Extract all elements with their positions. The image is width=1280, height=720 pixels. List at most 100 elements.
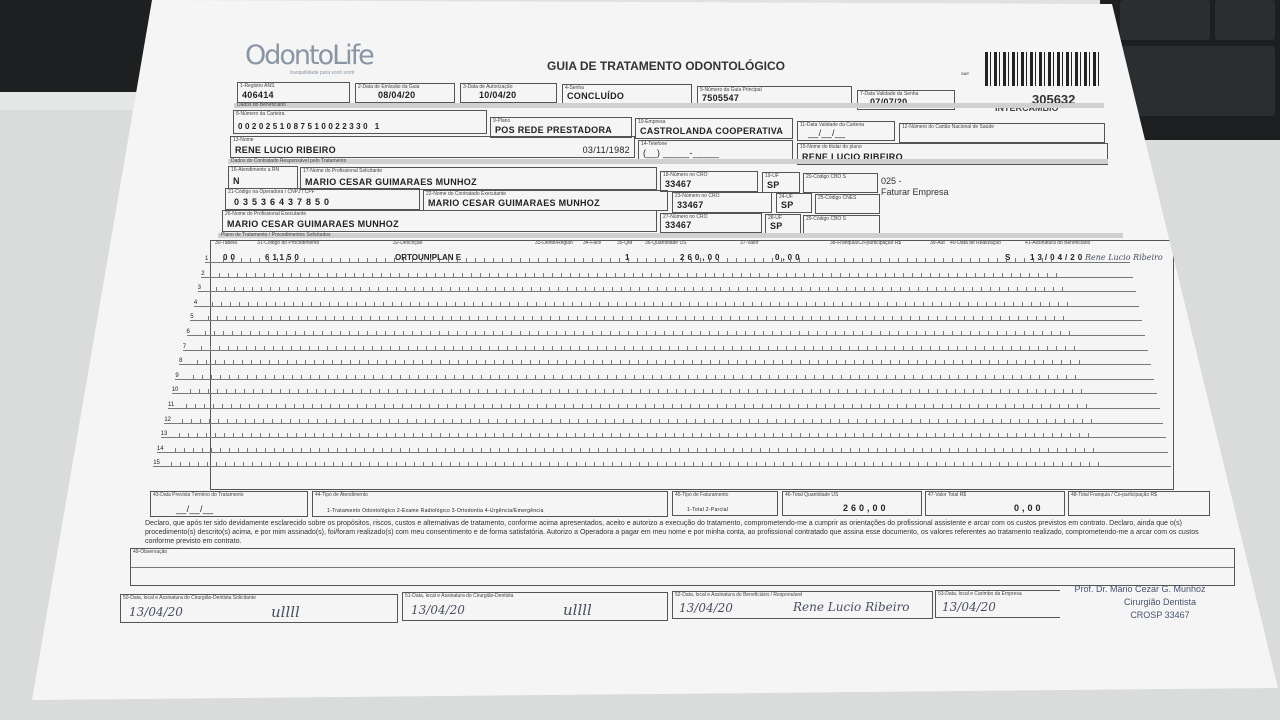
row-number: 10 <box>171 387 179 394</box>
field-requesting-professional: 17-Nome do Profissional Solicitante MARIO… <box>300 167 657 190</box>
row-number: 9 <box>175 372 179 379</box>
field-plan: 9-Plano POS REDE PRESTADORA <box>490 117 632 138</box>
table-row[interactable]: 9 <box>175 367 1154 380</box>
odontolife-logo: OdontoLife <box>245 40 375 71</box>
cell-procedure-code: 61150 <box>265 253 302 262</box>
field-password-validity: 7-Data Validade da Senha 07/07/20 <box>857 90 955 110</box>
column-header: 31-Código do Procedimento <box>257 240 320 246</box>
signature-requesting-dentist: 50-Data, local e Assinatura do Cirurgião… <box>120 594 398 623</box>
cell-dividers <box>171 462 1102 467</box>
table-row[interactable]: 3 <box>197 279 1136 293</box>
field-total-value: 47-Valor Total R$ 0,00 <box>925 491 1065 516</box>
row-number: 2 <box>201 270 205 277</box>
cell-us-quantity: 260,00 <box>680 253 722 262</box>
field-end-date: 43-Data Prevista Término do Tratamento __… <box>150 491 308 517</box>
barcode-code: SAP <box>961 71 970 76</box>
cell-dividers <box>223 258 1060 262</box>
column-header: 30-Tabela <box>215 240 237 246</box>
field-password: 4-Senha CONCLUÍDO <box>562 84 692 104</box>
keyboard-left <box>0 0 160 92</box>
cell-aut: S <box>1005 253 1010 262</box>
table-row[interactable]: 8 <box>179 352 1151 366</box>
row-number: 6 <box>186 329 190 335</box>
field-ans-registry: 1-Registro ANS 406414 <box>237 82 350 103</box>
cell-description: ORTOUNIPLAN E <box>395 253 461 262</box>
signature-beneficiary: 52-Data, local e Assinatura do Beneficiá… <box>672 591 933 619</box>
table-row[interactable]: 7 <box>182 338 1148 351</box>
field-total-copay: 48-Total Franquia / Co-participação R$ <box>1068 491 1210 516</box>
column-header: 32-Descrição <box>393 240 423 246</box>
column-header: 39-Aut <box>930 240 945 246</box>
row-number: 1 <box>205 256 209 262</box>
section-beneficiary: Dados do Beneficiário <box>234 102 1104 108</box>
row-number: 14 <box>156 445 164 452</box>
table-row[interactable]: 4 <box>193 294 1139 307</box>
row-number: 15 <box>153 460 160 467</box>
cell-dividers <box>178 433 1096 438</box>
field-operator-code: 21-Código na Operadora / CNPJ / CPF 03536… <box>225 188 420 210</box>
field-card-number: 8-Número da Carteira 0020251087510022330 … <box>233 110 487 134</box>
field-cro-2: 23-Número no CRO 33467 <box>672 192 772 213</box>
cell-dividers <box>193 374 1084 379</box>
cell-dividers <box>204 331 1075 335</box>
section-treatment-plan: Plano de Tratamento / Procedimentos Soli… <box>218 232 1123 238</box>
column-header: 34-Face <box>583 240 602 246</box>
field-issue-date: 2-Data de Emissão da Guia 08/04/20 <box>355 83 455 103</box>
field-uf-1: 19-UF SP <box>762 172 800 193</box>
column-header: 37-Valor <box>740 240 759 246</box>
field-cnes: 25-Código CNES <box>815 194 880 214</box>
field-card-validity: 11-Data Validade da Carteira __/__/__ <box>797 121 895 141</box>
cell-dividers <box>182 418 1093 423</box>
cell-dividers <box>211 301 1069 306</box>
cell-dividers <box>174 447 1099 452</box>
field-executing-contractor: 22-Nome do Contratado Executante MARIO CE… <box>423 190 668 211</box>
cell-table: 00 <box>223 253 238 262</box>
field-cro-3: 27-Número no CRO 33467 <box>660 213 762 233</box>
row-number: 3 <box>197 285 201 292</box>
barcode <box>985 52 1100 86</box>
billing-note-code: 025 - <box>881 176 902 186</box>
keyboard-right <box>1100 0 1280 140</box>
page-title: GUIA DE TRATAMENTO ODONTOLÓGICO <box>547 59 785 73</box>
table-row[interactable]: 5 <box>190 308 1142 322</box>
table-row[interactable]: 6 <box>186 323 1145 336</box>
table-row[interactable]: 14 <box>156 440 1169 453</box>
column-header: 36-Quantidade US <box>645 240 687 246</box>
cell-dividers <box>208 316 1072 321</box>
field-uf-2: 24-UF SP <box>776 193 812 213</box>
table-row[interactable]: 10 <box>171 381 1157 395</box>
row-number: 5 <box>190 314 194 321</box>
cell-date: 13/04/20 <box>1030 253 1085 262</box>
section-contractor: Dados do Contratado Responsável pelo Tra… <box>228 158 1108 164</box>
table-row[interactable]: 2 <box>201 265 1133 278</box>
field-care-type: 44-Tipo de Atendimento 1-Tratamento Odont… <box>312 491 668 517</box>
cell-value: 0,00 <box>775 253 803 262</box>
field-rn: 16-Atendimento a RN N <box>228 166 298 189</box>
field-uf-3: 28-UF SP <box>765 214 801 234</box>
column-header: 41-Assinatura do Beneficiário <box>1025 240 1091 246</box>
table-row[interactable]: 15 <box>153 454 1172 468</box>
row-number: 7 <box>182 343 187 350</box>
signature-dentist: 51-Data, local e Assinatura do Cirurgião… <box>402 592 668 621</box>
row-number: 12 <box>164 416 171 423</box>
field-name: 13-Nome RENE LUCIO RIBEIRO 03/11/1982 <box>230 136 635 158</box>
column-header: 35-Qtd <box>617 240 633 246</box>
cell-dividers <box>186 404 1090 408</box>
cell-qty: 1 <box>625 253 629 262</box>
table-row[interactable]: 1 00 61150 ORTOUNIPLAN E 1 260,00 0,00 S 13/04/2… <box>205 250 1163 263</box>
billing-note-text: Faturar Empresa <box>881 187 949 197</box>
table-row[interactable]: 13 <box>160 425 1166 439</box>
row-number: 4 <box>193 299 198 306</box>
exchange-label: INTERCÂMBIO <box>995 103 1059 113</box>
field-total-us: 46-Total Quantidade US 260,00 <box>782 491 922 516</box>
table-row[interactable]: 12 <box>164 411 1163 424</box>
table-row[interactable]: 11 <box>168 396 1160 409</box>
cell-dividers <box>189 389 1087 394</box>
cell-dividers <box>197 360 1081 365</box>
field-cns: 12-Número do Cartão Nacional de Saúde <box>899 123 1105 143</box>
field-cro-1: 18-Número no CRO 33467 <box>660 171 758 192</box>
field-plan-holder: 15-Nome do titular do plano RENE LUCIO RI… <box>797 143 1108 165</box>
company-stamp-field: 53-Data, local e Carimbo da Empresa 13/04… <box>935 590 1060 618</box>
field-company: 10-Empresa CASTROLANDA COOPERATIVA <box>635 118 793 139</box>
